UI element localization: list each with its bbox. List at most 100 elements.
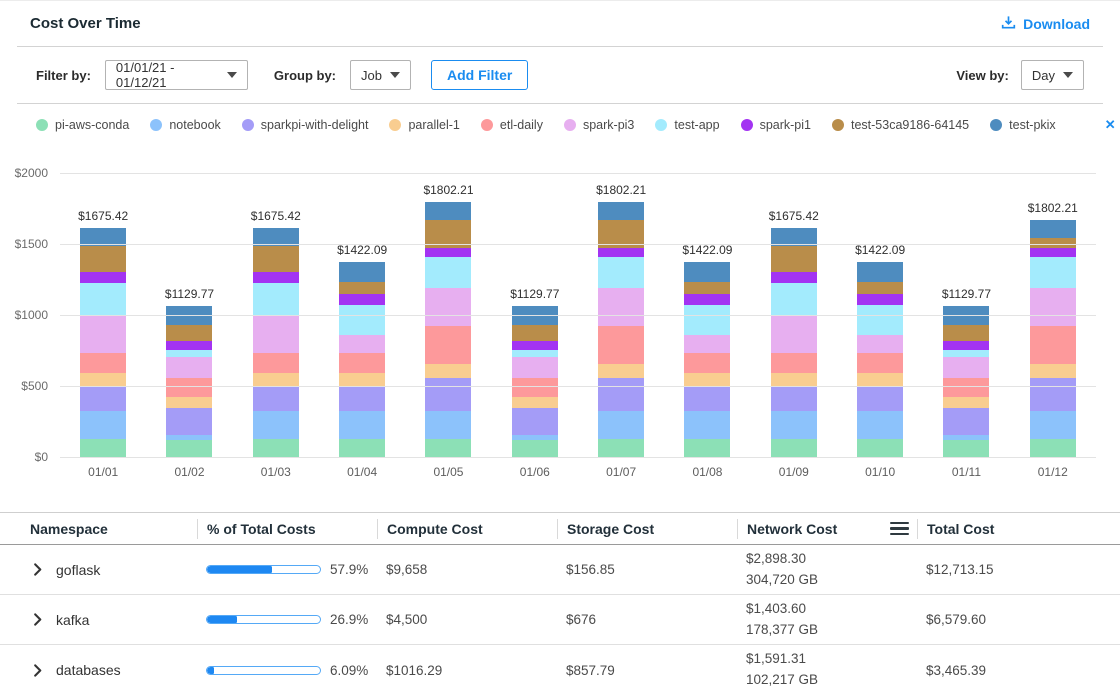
bar-segment-etl-daily	[512, 378, 558, 397]
bar-segment-sparkpi-with-delight	[425, 378, 471, 411]
group-by-label: Group by:	[274, 68, 336, 83]
column-header-total: Total Cost	[917, 519, 1103, 539]
legend-dot-icon	[36, 119, 48, 131]
gridline	[60, 173, 1096, 174]
percent-progress-bar	[206, 565, 321, 574]
percent-cell: 57.9%	[197, 562, 377, 577]
bar-segment-pi-aws-conda	[857, 439, 903, 457]
table-row-kafka[interactable]: kafka26.9%$4,500$676$1,403.60178,377 GB$…	[0, 595, 1120, 645]
x-axis-tick-label: 01/01	[60, 465, 146, 479]
network-cost-value: $1,591.31	[746, 649, 917, 670]
bar-segment-parallel-1	[339, 373, 385, 387]
legend-item-label: test-app	[674, 118, 719, 132]
x-axis-tick-label: 01/10	[837, 465, 923, 479]
download-icon	[1001, 15, 1016, 33]
bar-total-label: $1422.09	[682, 243, 732, 257]
legend-item-spark-pi3[interactable]: spark-pi3	[564, 118, 634, 132]
percent-label: 57.9%	[330, 562, 368, 577]
bar-segment-parallel-1	[857, 373, 903, 387]
download-button[interactable]: Download	[1001, 15, 1090, 33]
bar-segment-test-pkix	[425, 202, 471, 221]
bar-segment-etl-daily	[857, 353, 903, 373]
bar-stack	[943, 306, 989, 457]
legend-item-etl-daily[interactable]: etl-daily	[481, 118, 543, 132]
namespace-cell[interactable]: goflask	[30, 562, 197, 578]
table-body: goflask57.9%$9,658$156.85$2,898.30304,72…	[0, 545, 1120, 687]
legend-item-label: spark-pi3	[583, 118, 634, 132]
percent-cell: 6.09%	[197, 663, 377, 678]
column-header-percent: % of Total Costs	[197, 519, 377, 539]
network-cost-label: Network Cost	[747, 521, 837, 537]
column-header-namespace: Namespace	[30, 519, 197, 539]
x-axis-tick-label: 01/07	[578, 465, 664, 479]
bar-segment-notebook	[1030, 411, 1076, 439]
legend-item-parallel-1[interactable]: parallel-1	[389, 118, 459, 132]
bar-segment-spark-pi1	[684, 294, 730, 305]
legend-item-notebook[interactable]: notebook	[150, 118, 220, 132]
namespace-label: goflask	[56, 562, 100, 578]
network-gb-value: 102,217 GB	[746, 670, 917, 687]
compute-cost-cell: $4,500	[377, 612, 557, 627]
bar-segment-spark-pi3	[771, 315, 817, 353]
add-filter-button[interactable]: Add Filter	[431, 60, 528, 90]
storage-cost-cell: $156.85	[557, 562, 737, 577]
gridline	[60, 315, 1096, 316]
date-range-dropdown[interactable]: 01/01/21 - 01/12/21	[105, 60, 248, 90]
percent-cell: 26.9%	[197, 612, 377, 627]
legend-item-sparkpi-with-delight[interactable]: sparkpi-with-delight	[242, 118, 369, 132]
legend-item-spark-pi1[interactable]: spark-pi1	[741, 118, 811, 132]
x-axis-tick-label: 01/11	[923, 465, 1009, 479]
percent-progress-fill	[207, 616, 237, 623]
bar-segment-spark-pi3	[166, 357, 212, 378]
bar-segment-notebook	[857, 411, 903, 439]
chevron-right-icon[interactable]	[32, 563, 43, 576]
bar-total-label: $1422.09	[855, 243, 905, 257]
bar-total-label: $1675.42	[251, 209, 301, 223]
bar-segment-spark-pi3	[425, 288, 471, 326]
bar-segment-test-53ca9186-64145	[253, 246, 299, 272]
bar-segment-spark-pi1	[339, 294, 385, 305]
bar-segment-pi-aws-conda	[512, 440, 558, 457]
legend-item-test-pkix[interactable]: test-pkix	[990, 118, 1056, 132]
x-axis-tick-label: 01/12	[1010, 465, 1096, 479]
column-header-network: Network Cost	[737, 519, 917, 539]
percent-progress-fill	[207, 667, 214, 674]
bar-segment-spark-pi1	[1030, 248, 1076, 257]
bar-segment-spark-pi3	[339, 335, 385, 353]
bar-segment-etl-daily	[943, 378, 989, 397]
legend-item-test-53ca9186-64145[interactable]: test-53ca9186-64145	[832, 118, 969, 132]
bar-stack	[1030, 220, 1076, 457]
legend-dot-icon	[481, 119, 493, 131]
percent-label: 26.9%	[330, 612, 368, 627]
bar-segment-spark-pi1	[771, 272, 817, 283]
table-row-goflask[interactable]: goflask57.9%$9,658$156.85$2,898.30304,72…	[0, 545, 1120, 595]
bar-stack	[339, 262, 385, 457]
group-by-dropdown[interactable]: Job	[350, 60, 411, 90]
y-axis-tick-label: $500	[21, 379, 48, 393]
bar-segment-sparkpi-with-delight	[166, 408, 212, 435]
view-by-dropdown[interactable]: Day	[1021, 60, 1084, 90]
bar-segment-notebook	[425, 411, 471, 439]
chevron-right-icon[interactable]	[32, 664, 43, 677]
bar-segment-sparkpi-with-delight	[771, 387, 817, 411]
bar-stack	[253, 228, 299, 457]
column-settings-icon[interactable]	[890, 522, 909, 536]
bar-segment-test-53ca9186-64145	[166, 325, 212, 340]
bar-segment-sparkpi-with-delight	[512, 408, 558, 435]
namespace-cell[interactable]: kafka	[30, 612, 197, 628]
bar-segment-test-53ca9186-64145	[684, 282, 730, 293]
table-row-databases[interactable]: databases6.09%$1016.29$857.79$1,591.3110…	[0, 645, 1120, 687]
bar-segment-etl-daily	[598, 326, 644, 364]
deselect-all-button[interactable]: ✕ Deselect All	[1105, 117, 1120, 132]
bar-segment-test-53ca9186-64145	[80, 246, 126, 272]
legend-item-pi-aws-conda[interactable]: pi-aws-conda	[36, 118, 129, 132]
bar-segment-pi-aws-conda	[771, 439, 817, 457]
x-axis-tick-label: 01/08	[664, 465, 750, 479]
legend-dot-icon	[990, 119, 1002, 131]
chevron-right-icon[interactable]	[32, 613, 43, 626]
bar-segment-pi-aws-conda	[339, 439, 385, 457]
table-header-row: Namespace % of Total Costs Compute Cost …	[0, 512, 1120, 545]
bar-segment-spark-pi1	[943, 341, 989, 351]
legend-item-test-app[interactable]: test-app	[655, 118, 719, 132]
namespace-cell[interactable]: databases	[30, 662, 197, 678]
